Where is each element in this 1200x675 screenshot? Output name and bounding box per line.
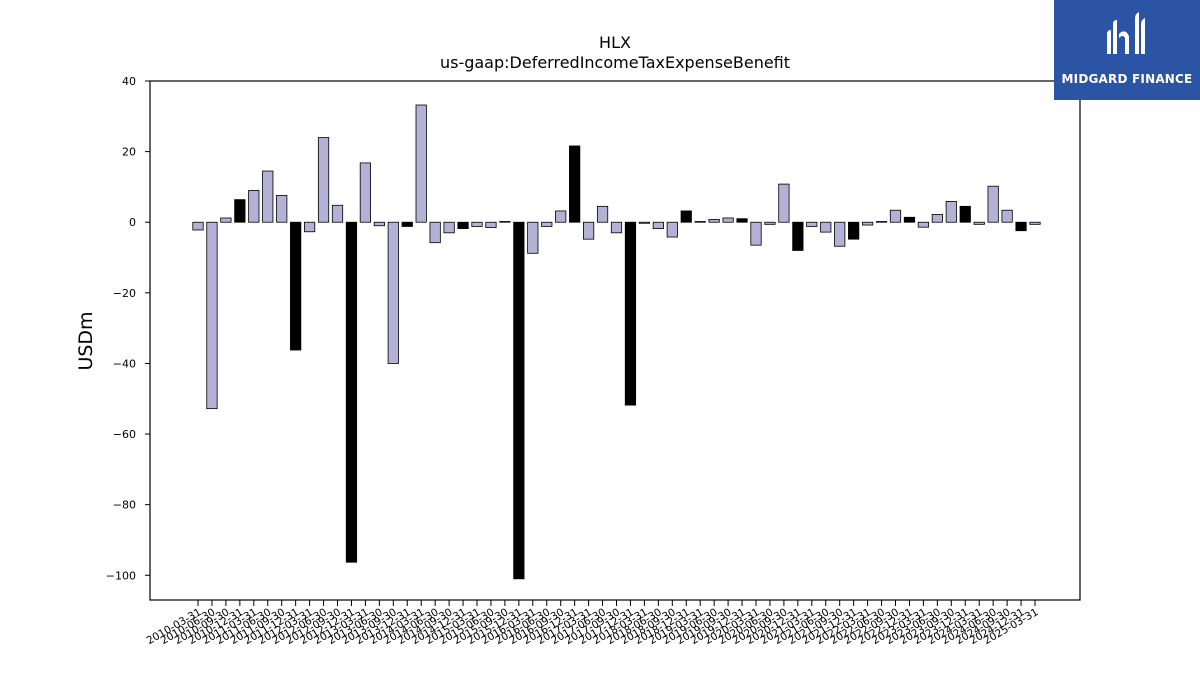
bars-group	[192, 104, 1041, 580]
bar	[722, 217, 734, 223]
bar	[443, 221, 455, 234]
bar	[373, 221, 385, 227]
y-axis: 40 20 0 −20 −40 −60 −80 −100	[106, 75, 150, 582]
bar	[192, 221, 204, 231]
bar	[917, 221, 930, 228]
y-tick-label: −40	[113, 357, 136, 370]
bar	[485, 221, 497, 228]
y-tick-label: 0	[129, 216, 136, 229]
bar	[220, 217, 232, 223]
bar	[694, 221, 706, 223]
y-tick-label: −100	[106, 569, 136, 582]
bar	[541, 221, 553, 227]
bar	[736, 218, 748, 223]
bar	[624, 221, 637, 406]
bar	[903, 216, 916, 223]
bar	[806, 221, 818, 227]
bar	[527, 221, 539, 254]
bar	[666, 221, 678, 238]
bar	[513, 221, 525, 580]
bar	[401, 221, 413, 227]
bar	[652, 221, 664, 229]
plot-frame	[149, 80, 1081, 601]
y-tick-label: 20	[122, 146, 136, 159]
bar	[596, 205, 609, 223]
logo-text: MIDGARD FINANCE	[1061, 72, 1193, 86]
bar	[945, 200, 957, 223]
chart-subtitle: us-gaap:DeferredIncomeTaxExpenseBenefit	[440, 53, 790, 72]
bar	[931, 214, 943, 223]
bar	[457, 221, 469, 229]
bar	[1015, 221, 1027, 232]
x-axis: 2010-03-312010-06-302010-09-302010-12-31…	[145, 600, 1041, 647]
bar	[234, 199, 246, 223]
bar	[973, 221, 985, 225]
y-axis-label: USDm	[75, 311, 97, 370]
bar	[555, 210, 567, 223]
bar	[820, 221, 832, 233]
bar	[345, 221, 358, 563]
bar	[1001, 209, 1013, 223]
bar	[750, 221, 762, 246]
bar	[862, 221, 874, 226]
bar	[303, 221, 316, 233]
bar	[848, 221, 860, 240]
bar	[638, 221, 651, 224]
bar	[387, 221, 399, 364]
bar	[569, 145, 581, 223]
bar	[764, 221, 776, 225]
bar	[987, 185, 999, 223]
bar	[262, 170, 274, 223]
y-tick-label: −20	[113, 287, 136, 300]
bar	[875, 221, 888, 223]
bar	[778, 183, 790, 223]
bar	[359, 162, 372, 223]
bar	[708, 218, 720, 223]
bar	[959, 205, 971, 223]
bar	[276, 194, 288, 223]
y-tick-label: −60	[113, 428, 136, 441]
bar	[429, 221, 441, 244]
bar	[290, 221, 302, 351]
logo-mark-icon	[1107, 12, 1145, 54]
bar	[331, 204, 344, 223]
bar	[471, 221, 483, 227]
bar	[415, 104, 427, 223]
bar	[889, 209, 902, 223]
bar	[583, 221, 595, 240]
bar	[1029, 221, 1041, 225]
bar	[792, 221, 804, 251]
bar	[248, 190, 260, 223]
midgard-finance-logo: MIDGARD FINANCE	[1054, 0, 1200, 100]
bar	[834, 221, 846, 247]
bar	[680, 210, 692, 223]
y-tick-label: −80	[113, 499, 136, 512]
bar	[206, 221, 218, 410]
y-tick-label: 40	[122, 75, 136, 88]
bar	[317, 137, 330, 223]
chart-title: HLX	[599, 33, 631, 52]
bar	[610, 221, 623, 234]
bar	[499, 221, 511, 223]
